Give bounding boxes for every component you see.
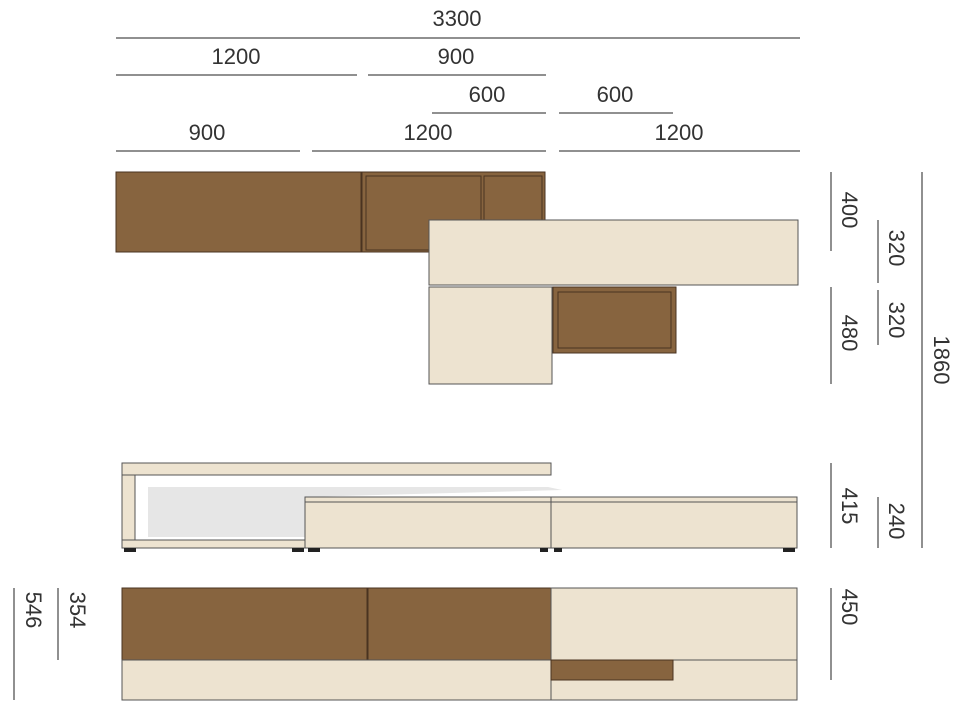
top-dimension-lines [116,37,800,152]
dimension-label: 1200 [404,120,453,145]
dimension-label: 450 [837,589,862,626]
dimension-label: 320 [884,230,909,267]
dimension-label: 480 [837,315,862,352]
dimension-label: 600 [597,82,634,107]
plan-view [121,587,798,701]
dimension-label: 900 [189,120,226,145]
dimension-label: 240 [884,503,909,540]
dimension-label: 415 [837,488,862,525]
dimension-label: 546 [21,592,46,629]
dimension-label: 354 [65,592,90,629]
dimension-label: 320 [884,302,909,339]
dimension-label: 1200 [655,120,704,145]
dimension-label: 400 [837,192,862,229]
side-view [121,462,798,552]
dimension-label: 3300 [433,6,482,31]
dimension-label: 600 [469,82,506,107]
dimension-label: 1200 [212,44,261,69]
dimension-label: 1860 [929,336,954,385]
dimension-label: 900 [438,44,475,69]
right-dimension-lines [13,172,923,700]
front-elevation [115,171,799,385]
